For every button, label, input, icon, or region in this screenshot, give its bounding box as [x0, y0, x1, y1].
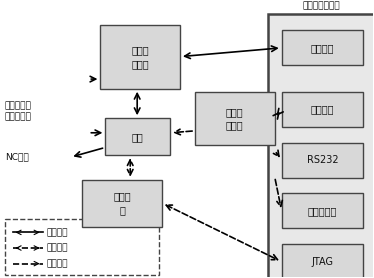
Bar — [105, 118, 170, 155]
Bar — [282, 193, 364, 229]
Text: NC系统: NC系统 — [5, 153, 28, 162]
Bar — [195, 92, 275, 145]
Bar — [268, 14, 374, 278]
Bar — [100, 25, 180, 89]
Text: 非安网络: 非安网络 — [46, 259, 68, 268]
Bar — [282, 244, 364, 278]
Text: 光纤接口: 光纤接口 — [311, 104, 334, 114]
Text: JTAG: JTAG — [312, 257, 334, 267]
Bar — [282, 92, 364, 127]
Text: 网关: 网关 — [132, 132, 144, 142]
Text: 信号传
输装置: 信号传 输装置 — [131, 46, 149, 69]
Text: 协议转
换模块: 协议转 换模块 — [226, 107, 243, 130]
Text: 安全级数字
化保护系统: 安全级数字 化保护系统 — [5, 101, 31, 122]
Text: 安全级显示装置: 安全级显示装置 — [303, 2, 340, 11]
Text: 维护网络: 维护网络 — [46, 244, 68, 252]
Bar — [5, 219, 159, 275]
Text: 安全网络: 安全网络 — [46, 228, 68, 237]
Text: 工程师
站: 工程师 站 — [113, 192, 131, 215]
Text: 光纤接口: 光纤接口 — [311, 43, 334, 53]
Bar — [282, 30, 364, 65]
Text: RS232: RS232 — [307, 155, 338, 165]
Text: 工业以太网: 工业以太网 — [308, 206, 337, 216]
Bar — [82, 180, 162, 227]
Bar — [282, 143, 364, 178]
